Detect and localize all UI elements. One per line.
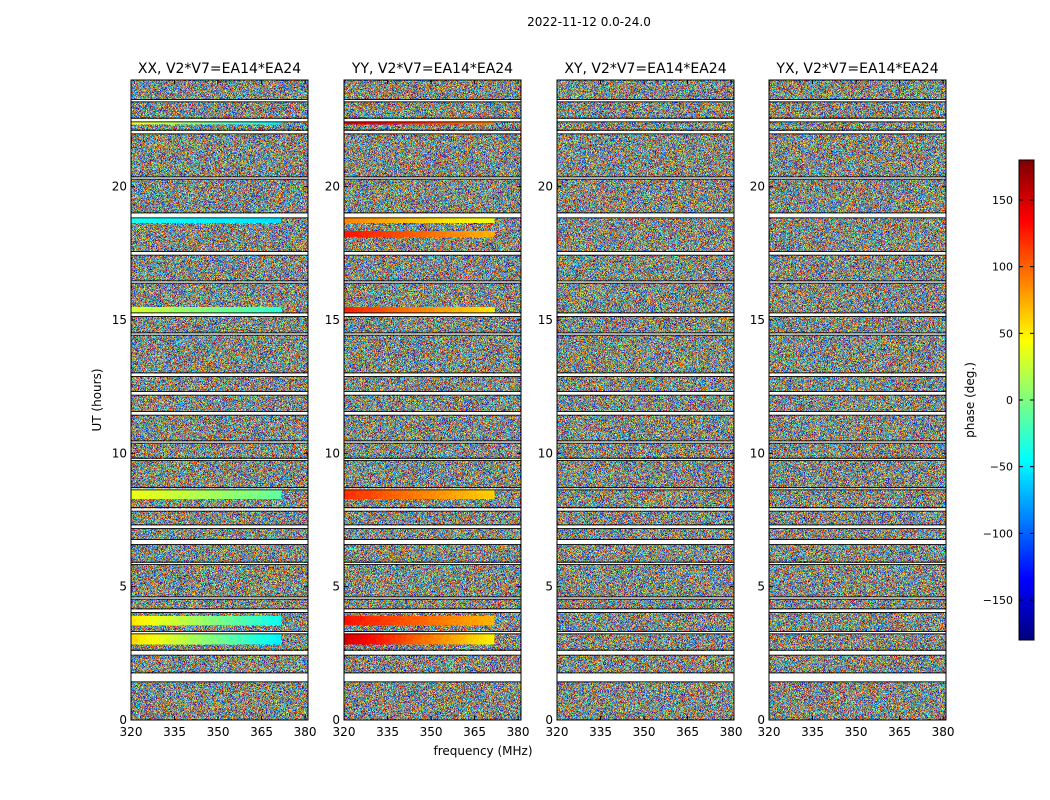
x-tick-label: 320: [546, 725, 569, 739]
panel-title: XY, V2*V7=EA14*EA24: [564, 61, 726, 77]
x-tick-label: 320: [333, 725, 356, 739]
x-tick-label: 335: [163, 725, 186, 739]
y-tick-label: 0: [332, 713, 340, 727]
panel-title: YY, V2*V7=EA14*EA24: [351, 61, 513, 77]
y-tick-label: 0: [119, 713, 127, 727]
y-tick-label: 5: [757, 580, 765, 594]
x-tick-label: 350: [420, 725, 443, 739]
x-tick-label: 380: [507, 725, 530, 739]
colorbar-gradient: [1019, 160, 1034, 640]
x-tick-label: 380: [294, 725, 317, 739]
panel-yx: YX, V2*V7=EA14*EA24 320 335 350 365 380 0 5 10 15…: [750, 61, 955, 739]
x-tick-label: 380: [932, 725, 955, 739]
waterfall-image-yy: [344, 80, 521, 720]
colorbar-tick-label: 150: [992, 194, 1013, 207]
colorbar-tick-label: −150: [983, 594, 1013, 607]
panels-group: XX, V2*V7=EA14*EA24 320 335 350 365 380 0 5 10 15…: [112, 61, 955, 739]
y-tick-label: 20: [325, 180, 340, 194]
colorbar-tick-label: −100: [983, 527, 1013, 540]
y-tick-label: 20: [538, 180, 553, 194]
x-axis-label: frequency (MHz): [433, 744, 532, 758]
colorbar-label: phase (deg.): [963, 362, 977, 438]
waterfall-image-xx: [131, 80, 308, 720]
x-tick-label: 335: [589, 725, 612, 739]
y-tick-label: 20: [112, 180, 127, 194]
panel-yy: YY, V2*V7=EA14*EA24 320 335 350 365 380 0 5 10 15…: [325, 61, 530, 739]
y-tick-label: 5: [332, 580, 340, 594]
x-tick-label: 350: [207, 725, 230, 739]
colorbar-tick-label: 100: [992, 261, 1013, 274]
y-axis-label: UT (hours): [90, 368, 104, 431]
y-tick-label: 15: [538, 313, 553, 327]
panel-xx: XX, V2*V7=EA14*EA24 320 335 350 365 380 0 5 10 15…: [112, 61, 317, 739]
y-tick-label: 20: [750, 180, 765, 194]
x-tick-label: 350: [845, 725, 868, 739]
y-tick-label: 0: [545, 713, 553, 727]
x-tick-label: 365: [250, 725, 273, 739]
panel-title: YX, V2*V7=EA14*EA24: [775, 61, 938, 77]
y-tick-label: 15: [112, 313, 127, 327]
y-tick-label: 10: [538, 446, 553, 460]
x-tick-label: 320: [120, 725, 143, 739]
panel-frame: [130, 79, 309, 721]
panel-frame: [343, 79, 522, 721]
x-tick-label: 365: [888, 725, 911, 739]
y-tick-label: 0: [757, 713, 765, 727]
x-tick-label: 350: [633, 725, 656, 739]
x-tick-label: 335: [376, 725, 399, 739]
y-tick-label: 5: [119, 580, 127, 594]
colorbar-tick-label: 0: [1006, 394, 1013, 407]
y-tick-label: 10: [750, 446, 765, 460]
panel-frame: [556, 79, 735, 721]
x-tick-label: 320: [758, 725, 781, 739]
waterfall-image-xy: [557, 80, 734, 720]
y-tick-label: 15: [325, 313, 340, 327]
colorbar-tick-label: −50: [990, 461, 1013, 474]
waterfall-image-yx: [769, 80, 946, 720]
colorbar: 150 100 50 0 −50 −100 −150: [983, 159, 1035, 641]
y-tick-label: 10: [112, 446, 127, 460]
x-tick-label: 335: [801, 725, 824, 739]
colorbar-tick-label: 50: [999, 327, 1013, 340]
y-tick-label: 10: [325, 446, 340, 460]
panel-title: XX, V2*V7=EA14*EA24: [138, 61, 301, 77]
x-tick-label: 365: [463, 725, 486, 739]
y-tick-label: 15: [750, 313, 765, 327]
x-tick-label: 365: [676, 725, 699, 739]
y-tick-label: 5: [545, 580, 553, 594]
panel-frame: [768, 79, 947, 721]
figure-title: 2022-11-12 0.0-24.0: [527, 15, 651, 29]
panel-xy: XY, V2*V7=EA14*EA24 320 335 350 365 380 0 5 10 15…: [538, 61, 743, 739]
x-tick-label: 380: [720, 725, 743, 739]
